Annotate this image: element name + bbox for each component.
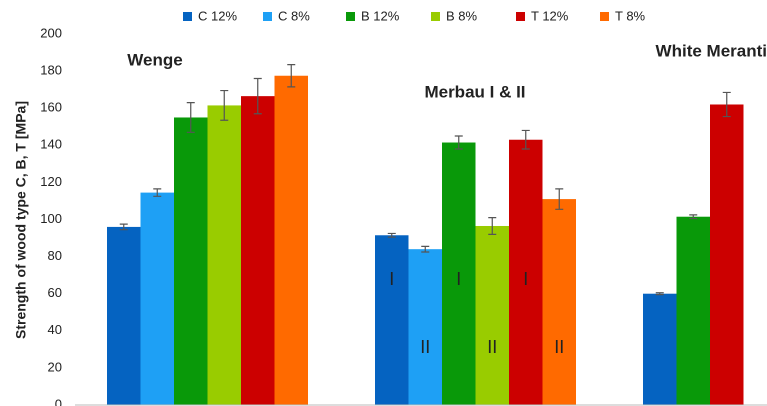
legend-swatch bbox=[183, 12, 192, 21]
legend-label: C 12% bbox=[198, 8, 237, 23]
y-tick-label: 160 bbox=[40, 100, 62, 115]
y-tick-label: 20 bbox=[48, 359, 62, 374]
legend-swatch bbox=[431, 12, 440, 21]
bar bbox=[207, 105, 241, 405]
bar bbox=[241, 96, 275, 405]
error-bar bbox=[220, 89, 229, 121]
legend-swatch bbox=[346, 12, 355, 21]
bar bbox=[140, 192, 174, 405]
y-tick-label: 180 bbox=[40, 63, 62, 78]
bar bbox=[475, 225, 509, 405]
annotation: I bbox=[523, 269, 528, 289]
error-bar bbox=[153, 188, 162, 197]
error-bar bbox=[488, 217, 497, 235]
category-label: White Meranti bbox=[656, 41, 767, 60]
y-tick-label: 80 bbox=[48, 248, 62, 263]
error-bar bbox=[689, 214, 698, 220]
y-axis-label: Strength of wood type C, B, T [MPa] bbox=[13, 101, 29, 339]
y-tick-label: 140 bbox=[40, 137, 62, 152]
legend-label: T 12% bbox=[531, 8, 569, 23]
bar bbox=[509, 139, 543, 406]
error-bar bbox=[454, 135, 463, 150]
annotation: I bbox=[456, 269, 461, 289]
legend-label: C 8% bbox=[278, 8, 310, 23]
category-label: Wenge bbox=[127, 50, 182, 69]
y-tick-label: 60 bbox=[48, 285, 62, 300]
annotation: II bbox=[554, 337, 564, 357]
y-tick-label: 200 bbox=[40, 25, 62, 40]
annotation: I bbox=[389, 269, 394, 289]
legend-label: T 8% bbox=[615, 8, 646, 23]
legend-label: B 12% bbox=[361, 8, 400, 23]
y-tick-label: 0 bbox=[55, 396, 62, 406]
bar bbox=[408, 249, 442, 405]
y-tick-label: 100 bbox=[40, 211, 62, 226]
bar bbox=[643, 293, 677, 405]
category-label: Merbau I & II bbox=[424, 82, 525, 101]
legend-swatch bbox=[600, 12, 609, 21]
error-bar bbox=[555, 188, 564, 210]
error-bar bbox=[287, 64, 296, 88]
error-bar bbox=[722, 91, 731, 118]
annotation: II bbox=[420, 337, 430, 357]
error-bar bbox=[521, 129, 530, 150]
error-bar bbox=[186, 102, 195, 133]
bar bbox=[442, 142, 476, 405]
bar bbox=[174, 117, 208, 405]
bar bbox=[274, 75, 308, 406]
y-tick-label: 40 bbox=[48, 322, 62, 337]
error-bar bbox=[253, 77, 262, 115]
bar bbox=[107, 226, 141, 405]
error-bar bbox=[655, 292, 664, 296]
error-bar bbox=[421, 245, 430, 253]
bar bbox=[542, 199, 576, 405]
legend-swatch bbox=[263, 12, 272, 21]
error-bar bbox=[119, 223, 128, 231]
bar bbox=[375, 235, 409, 405]
legend-label: B 8% bbox=[446, 8, 478, 23]
bar bbox=[676, 216, 710, 405]
error-bar bbox=[387, 232, 396, 238]
annotation: II bbox=[487, 337, 497, 357]
legend-swatch bbox=[516, 12, 525, 21]
y-tick-label: 120 bbox=[40, 174, 62, 189]
bar bbox=[710, 104, 744, 406]
